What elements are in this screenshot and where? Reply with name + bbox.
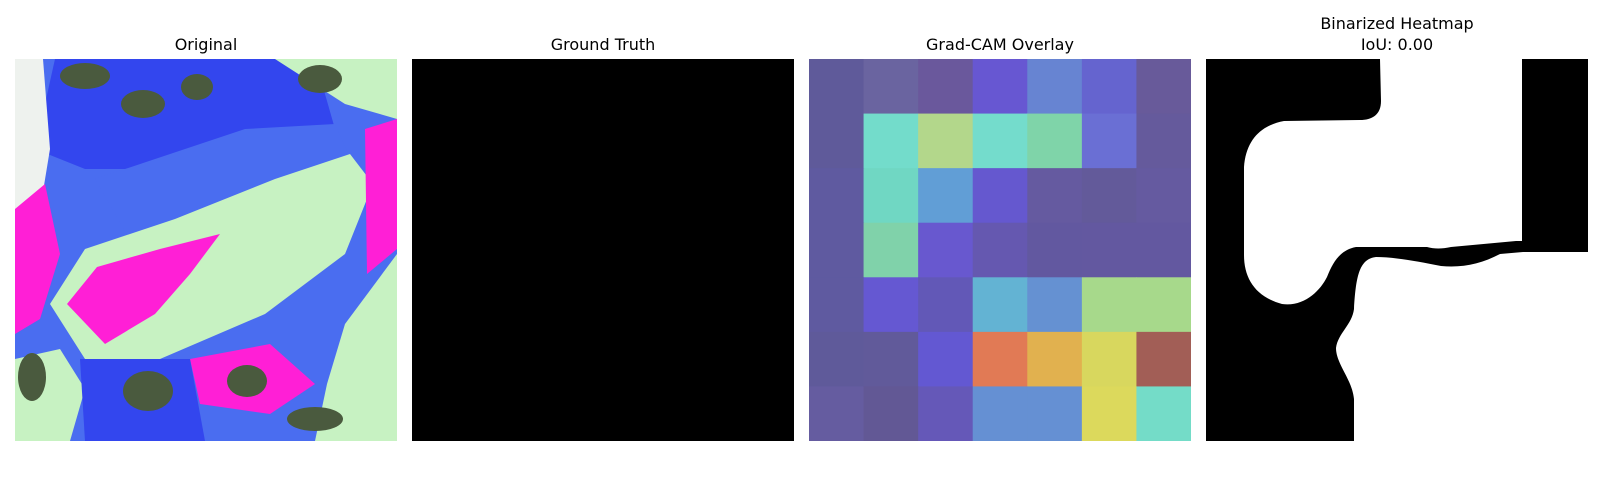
heatmap-cell-r6-c4 [1027,386,1083,441]
heatmap-cell-r1-c1 [863,113,919,169]
heatmap-cell-r3-c4 [1027,222,1083,278]
original-dark-spot-3 [181,74,213,100]
heatmap-cell-r3-c1 [863,222,919,278]
heatmap-cell-r1-c6 [1136,113,1191,169]
heatmap-cell-r5-c1 [863,331,919,388]
original-leaf-dark [95,124,355,249]
original-dark-spot-5 [18,353,46,401]
heatmap-cell-r3-c5 [1081,222,1138,278]
heatmap-cell-r0-c3 [972,59,1028,115]
heatmap-cell-r2-c6 [1136,168,1191,224]
heatmap-cell-r5-c5 [1081,331,1138,388]
ground-truth-image [412,59,794,441]
ground-truth-mask [412,59,794,441]
heatmap-cell-r3-c0 [809,222,865,278]
original-dark-spot-6 [123,371,173,411]
ground-truth-title: Ground Truth [550,35,656,54]
heatmap-cell-r0-c0 [809,59,865,115]
gradcam-heatmap [809,59,1191,441]
heatmap-cell-r6-c0 [809,386,865,441]
heatmap-cell-r6-c5 [1081,386,1138,441]
heatmap-cell-r4-c0 [809,277,865,333]
heatmap-cell-r0-c2 [918,59,974,115]
heatmap-cell-r5-c0 [809,331,865,388]
binarized-heatmap [1206,59,1588,441]
binarized-subtitle: IoU: 0.00 [1360,35,1434,54]
original-dark-spot-7 [227,365,267,397]
heatmap-cell-r6-c2 [918,386,974,441]
heatmap-cell-r6-c3 [972,386,1028,441]
original-dark-spot-4 [298,65,342,93]
original-title: Original [174,35,238,54]
heatmap-cell-r3-c2 [918,222,974,278]
heatmap-cell-r4-c2 [918,277,974,333]
heatmap-cell-r0-c1 [863,59,919,115]
heatmap-cell-r6-c6 [1136,386,1191,441]
original-image-panel [15,59,397,441]
heatmap-cell-r5-c3 [972,331,1028,388]
heatmap-cell-r2-c0 [809,168,865,224]
binarized-title: Binarized Heatmap [1320,14,1474,33]
gradcam-panel [809,59,1191,441]
heatmap-cell-r4-c1 [863,277,919,333]
binarized-mask-top [1244,59,1522,305]
heatmap-cell-r0-c6 [1136,59,1191,115]
heatmap-cell-r5-c4 [1027,331,1083,388]
heatmap-cell-r2-c5 [1081,168,1138,224]
heatmap-cell-r1-c5 [1081,113,1138,169]
heatmap-cell-r2-c2 [918,168,974,224]
heatmap-cell-r1-c4 [1027,113,1083,169]
original-magenta-left [15,184,60,334]
heatmap-cell-r0-c4 [1027,59,1083,115]
ground-truth-panel [412,59,794,441]
heatmap-cell-r5-c6 [1136,331,1191,388]
original-pale-right [315,254,397,441]
original-magenta-right [365,119,397,274]
binarized-panel [1206,59,1588,441]
original-leaf-magenta [67,234,220,344]
heatmap-cell-r5-c2 [918,331,974,388]
binarized-mask-bottom [1336,252,1588,441]
heatmap-cell-r2-c4 [1027,168,1083,224]
heatmap-cell-r4-c5 [1081,277,1138,333]
heatmap-cell-r4-c4 [1027,277,1083,333]
heatmap-cell-r4-c6 [1136,277,1191,333]
heatmap-cell-r2-c3 [972,168,1028,224]
original-image [15,59,397,441]
heatmap-cell-r2-c1 [863,168,919,224]
heatmap-cell-r6-c1 [863,386,919,441]
heatmap-cell-r3-c6 [1136,222,1191,278]
original-dark-spot-8 [287,407,343,431]
heatmap-cell-r1-c2 [918,113,974,169]
heatmap-cell-r3-c3 [972,222,1028,278]
original-dark-spot-1 [60,63,110,89]
heatmap-cell-r4-c3 [972,277,1028,333]
heatmap-cell-r0-c5 [1081,59,1138,115]
heatmap-cell-r1-c0 [809,113,865,169]
original-dark-spot-2 [121,90,165,118]
heatmap-cell-r1-c3 [972,113,1028,169]
gradcam-title: Grad-CAM Overlay [926,35,1074,54]
